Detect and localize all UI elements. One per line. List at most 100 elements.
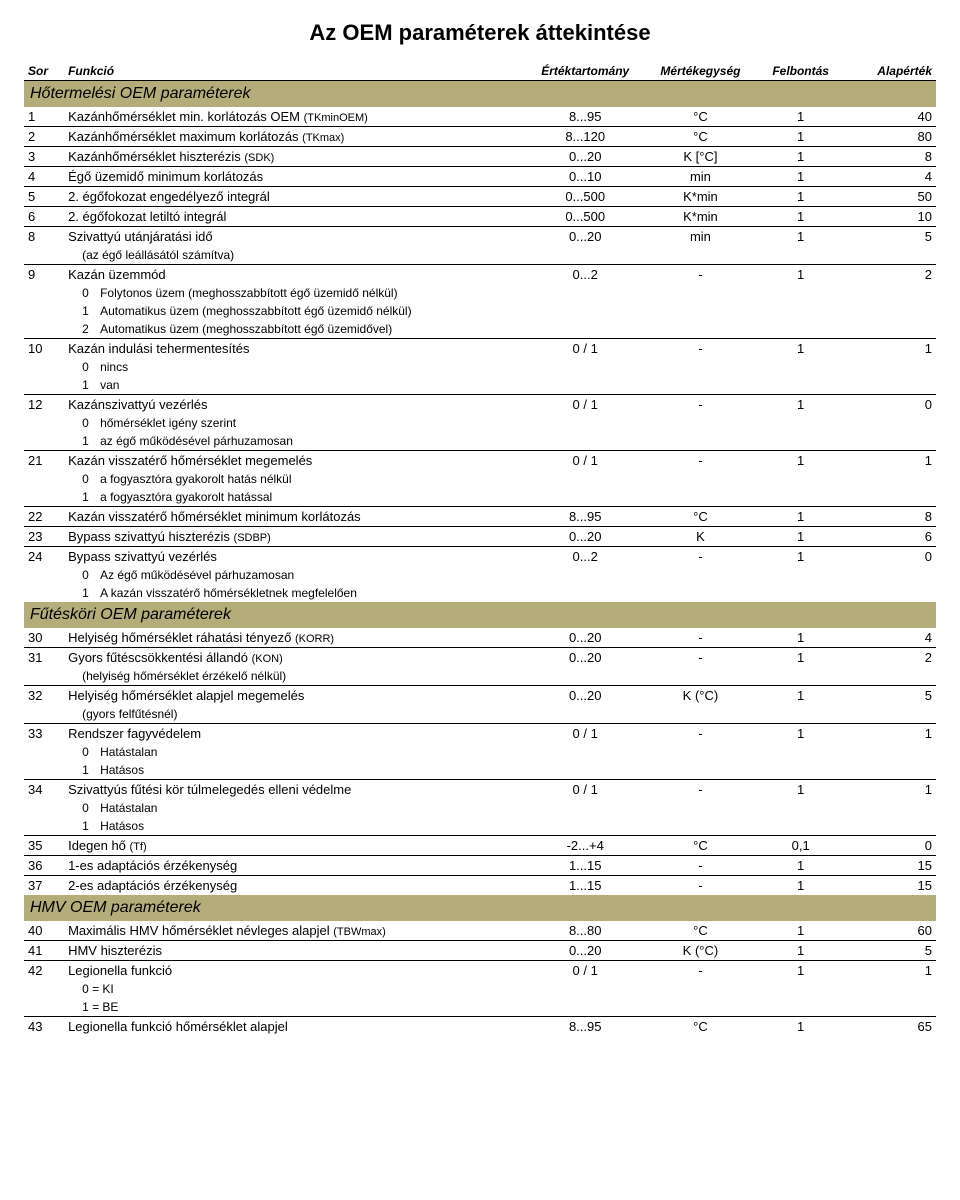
cell-def: 5 [846,941,936,961]
cell-def: 4 [846,167,936,187]
sub-text: nincs [100,360,128,374]
cell-num: 32 [24,686,64,706]
cell-range: 0...2 [525,265,645,285]
cell-unit: °C [645,836,755,856]
cell-res: 1 [756,527,846,547]
cell-func: Helyiség hőmérséklet alapjel megemelés [64,686,525,706]
sub-text: a fogyasztóra gyakorolt hatás nélkül [100,472,291,486]
cell-num: 40 [24,921,64,941]
cell-num: 42 [24,961,64,981]
cell-func: Bypass szivattyú vezérlés [64,547,525,567]
cell-res: 1 [756,147,846,167]
sub-option: 1A kazán visszatérő hőmérsékletnek megfe… [64,584,525,602]
cell-num: 22 [24,507,64,527]
cell-res: 1 [756,648,846,668]
table-row: 22 Kazán visszatérő hőmérséklet minimum … [24,507,936,527]
cell-range: 0...500 [525,207,645,227]
sub-text: 0 = KI [64,980,525,998]
cell-def: 50 [846,187,936,207]
cell-unit: - [645,961,755,981]
note-text: (helyiség hőmérséklet érzékelő nélkül) [64,667,525,686]
cell-range: 0 / 1 [525,724,645,744]
cell-def: 1 [846,780,936,800]
table-row: 35 Idegen hő (Tf) -2...+4 °C 0,1 0 [24,836,936,856]
cell-def: 0 [846,547,936,567]
table-row-sub: 1A kazán visszatérő hőmérsékletnek megfe… [24,584,936,602]
cell-res: 1 [756,856,846,876]
cell-num: 31 [24,648,64,668]
table-row: 40 Maximális HMV hőmérséklet névleges al… [24,921,936,941]
func-text: Bypass szivattyú hiszterézis [68,529,233,544]
sub-option: 0Az égő működésével párhuzamosan [64,566,525,584]
cell-res: 1 [756,1017,846,1037]
cell-func: Idegen hő (Tf) [64,836,525,856]
table-row-sub: 0nincs [24,358,936,376]
cell-range: 0 / 1 [525,395,645,415]
cell-num: 34 [24,780,64,800]
cell-range: 0 / 1 [525,780,645,800]
note-text: (az égő leállásától számítva) [64,246,525,265]
sub-option: 0Folytonos üzem (meghosszabbított égő üz… [64,284,525,302]
cell-func: Helyiség hőmérséklet ráhatási tényező (K… [64,628,525,648]
cell-res: 1 [756,107,846,127]
cell-res: 1 [756,207,846,227]
func-text: Helyiség hőmérséklet ráhatási tényező [68,630,295,645]
cell-def: 1 [846,451,936,471]
cell-num: 30 [24,628,64,648]
table-row: 30 Helyiség hőmérséklet ráhatási tényező… [24,628,936,648]
cell-range: 0 / 1 [525,451,645,471]
cell-func: 2. égőfokozat letiltó integrál [64,207,525,227]
table-row-sub: 2Automatikus üzem (meghosszabbított égő … [24,320,936,339]
table-row: 2 Kazánhőmérséklet maximum korlátozás (T… [24,127,936,147]
cell-func: 2-es adaptációs érzékenység [64,876,525,896]
table-row: 5 2. égőfokozat engedélyező integrál 0..… [24,187,936,207]
cell-num: 3 [24,147,64,167]
cell-def: 8 [846,507,936,527]
cell-unit: K [°C] [645,147,755,167]
table-row-note: (helyiség hőmérséklet érzékelő nélkül) [24,667,936,686]
cell-res: 1 [756,227,846,247]
cell-num: 12 [24,395,64,415]
cell-res: 1 [756,451,846,471]
sub-text: Hatásos [100,819,144,833]
sub-option: 0nincs [64,358,525,376]
cell-num: 10 [24,339,64,359]
table-row: 3 Kazánhőmérséklet hiszterézis (SDK) 0..… [24,147,936,167]
sub-text: Hatástalan [100,801,157,815]
cell-def: 5 [846,227,936,247]
table-row: 12 Kazánszivattyú vezérlés 0 / 1 - 1 0 [24,395,936,415]
cell-func: Kazánszivattyú vezérlés [64,395,525,415]
func-code: (TKminOEM) [304,112,368,124]
col-res: Felbontás [756,62,846,81]
sub-text: Folytonos üzem (meghosszabbított égő üze… [100,286,398,300]
table-row-sub: 0hőmérséklet igény szerint [24,414,936,432]
cell-res: 1 [756,876,846,896]
cell-unit: °C [645,507,755,527]
cell-func: Kazán üzemmód [64,265,525,285]
cell-func: Szivattyús fűtési kör túlmelegedés ellen… [64,780,525,800]
cell-num: 35 [24,836,64,856]
cell-unit: °C [645,107,755,127]
cell-unit: K (°C) [645,686,755,706]
cell-unit: - [645,339,755,359]
cell-unit: - [645,856,755,876]
cell-res: 1 [756,961,846,981]
cell-unit: - [645,451,755,471]
func-code: (KON) [252,653,283,665]
cell-range: 0 / 1 [525,339,645,359]
cell-unit: K*min [645,207,755,227]
cell-func: Bypass szivattyú hiszterézis (SDBP) [64,527,525,547]
cell-num: 24 [24,547,64,567]
cell-unit: K*min [645,187,755,207]
table-row: 34 Szivattyús fűtési kör túlmelegedés el… [24,780,936,800]
table-row: 23 Bypass szivattyú hiszterézis (SDBP) 0… [24,527,936,547]
table-row-sub: 1 = BE [24,998,936,1017]
cell-def: 80 [846,127,936,147]
cell-unit: - [645,395,755,415]
cell-range: 0...20 [525,227,645,247]
cell-def: 15 [846,876,936,896]
table-row-sub: 0Hatástalan [24,799,936,817]
cell-unit: K (°C) [645,941,755,961]
cell-unit: K [645,527,755,547]
table-row: 21 Kazán visszatérő hőmérséklet megemelé… [24,451,936,471]
